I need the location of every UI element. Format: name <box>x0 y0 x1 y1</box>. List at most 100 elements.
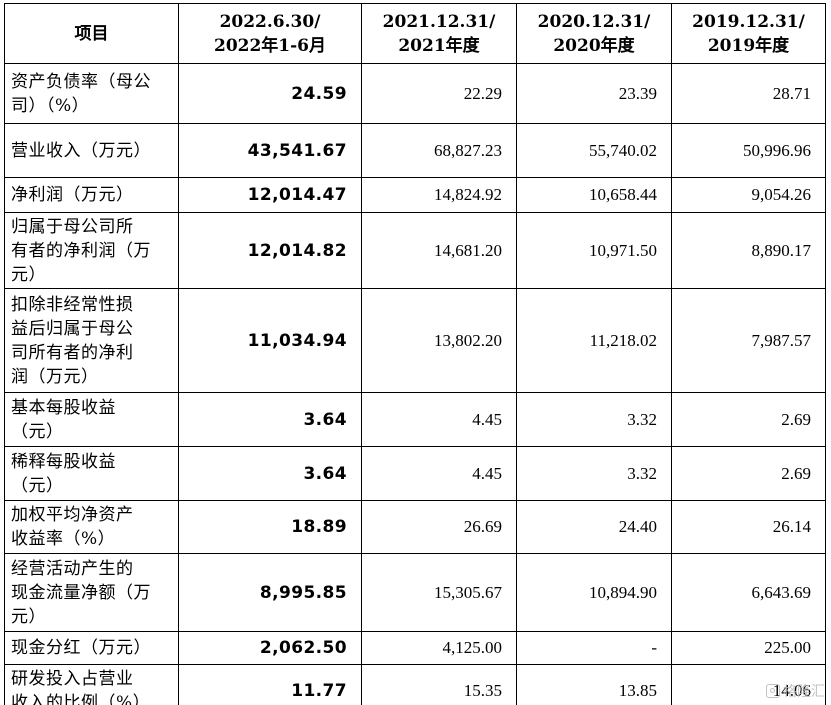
cell-value: 10,894.90 <box>516 553 672 632</box>
cell-2022h1: 12,014.47 <box>178 177 362 213</box>
row-label: 净利润（万元） <box>4 177 179 213</box>
row-label-line: 扣除非经常性损 <box>11 294 134 315</box>
cell-value: 225.00 <box>671 631 826 665</box>
column-header-4: 2019.12.31/2019年度 <box>671 3 826 64</box>
row-label-line: （元） <box>11 421 64 442</box>
table-row: 加权平均净资产 收益率（%） 18.89 26.69 24.40 26.14 <box>4 500 826 554</box>
financial-indicators-table: 项目 2022.6.30/2022年1-6月 2021.12.31/2021年度 20… <box>4 3 826 705</box>
cell-value: 4.45 <box>361 446 517 501</box>
row-label: 经营活动产生的 现金流量净额（万 元） <box>4 553 179 632</box>
cell-value: 26.69 <box>361 500 517 554</box>
cell-value: 26.14 <box>671 500 826 554</box>
column-header-2: 2021.12.31/2021年度 <box>361 3 517 64</box>
cell-2022h1: 12,014.82 <box>178 212 362 289</box>
cell-value: 11,218.02 <box>516 288 672 393</box>
cell-value: 22.29 <box>361 63 517 124</box>
row-label-line: 研发投入占营业 <box>11 669 134 689</box>
cell-value: - <box>516 631 672 665</box>
row-label-line: 元） <box>11 264 46 285</box>
row-label: 加权平均净资产 收益率（%） <box>4 500 179 554</box>
row-label: 扣除非经常性损 益后归属于母公 司所有者的净利 润（万元） <box>4 288 179 393</box>
row-label-line: 净利润（万元） <box>11 185 134 205</box>
cell-2022h1: 2,062.50 <box>178 631 362 665</box>
cell-2022h1: 3.64 <box>178 446 362 501</box>
table-row: 资产负债率（母公 司）（%） 24.59 22.29 23.39 28.71 <box>4 63 826 124</box>
column-header-line: 2020年度 <box>553 35 635 56</box>
column-header-1: 2022.6.30/2022年1-6月 <box>178 3 362 64</box>
cell-2022h1: 3.64 <box>178 392 362 447</box>
cell-value: 2.69 <box>671 446 826 501</box>
row-label-line: 司）（%） <box>11 95 90 116</box>
cell-value: 9,054.26 <box>671 177 826 213</box>
table-header-row: 项目 2022.6.30/2022年1-6月 2021.12.31/2021年度 20… <box>4 3 826 64</box>
cell-value: 3.32 <box>516 446 672 501</box>
row-label-line: 基本每股收益 <box>11 397 116 418</box>
column-header-3: 2020.12.31/2020年度 <box>516 3 672 64</box>
cell-value: 14,681.20 <box>361 212 517 289</box>
row-label: 研发投入占营业收入的比例（%） <box>4 664 179 705</box>
row-label-line: 现金分红（万元） <box>11 638 151 658</box>
row-label-line: 有者的净利润（万 <box>11 240 151 261</box>
column-header-line: 2021年度 <box>398 35 480 56</box>
row-label-line: 司所有者的净利 <box>11 342 134 363</box>
row-label-line: 稀释每股收益 <box>11 451 116 472</box>
cell-2022h1: 24.59 <box>178 63 362 124</box>
row-label: 营业收入（万元） <box>4 123 179 178</box>
table-row: 归属于母公司所 有者的净利润（万 元） 12,014.82 14,681.20 10,97… <box>4 212 826 289</box>
cell-2022h1: 11,034.94 <box>178 288 362 393</box>
column-header-line: 2020.12.31/ <box>537 11 651 32</box>
gelonghui-logo-icon <box>766 684 780 698</box>
table-row: 稀释每股收益 （元） 3.64 4.45 3.32 2.69 <box>4 446 826 501</box>
row-label: 资产负债率（母公 司）（%） <box>4 63 179 124</box>
row-label-line: 归属于母公司所 <box>11 216 134 237</box>
table-row: 营业收入（万元） 43,541.67 68,827.23 55,740.02 50,99… <box>4 123 826 178</box>
financial-table-container: 项目 2022.6.30/2022年1-6月 2021.12.31/2021年度 20… <box>4 3 826 705</box>
column-header-0: 项目 <box>4 3 179 64</box>
row-label-line: 收益率（%） <box>11 529 116 549</box>
cell-2022h1: 43,541.67 <box>178 123 362 178</box>
cell-value: 24.40 <box>516 500 672 554</box>
table-body: 资产负债率（母公 司）（%） 24.59 22.29 23.39 28.71 营业收入（万元… <box>4 63 826 705</box>
cell-value: 10,971.50 <box>516 212 672 289</box>
watermark-text: 格隆汇 <box>783 684 825 700</box>
row-label: 现金分红（万元） <box>4 631 179 665</box>
cell-value: 23.39 <box>516 63 672 124</box>
row-label: 基本每股收益 （元） <box>4 392 179 447</box>
cell-value: 13,802.20 <box>361 288 517 393</box>
cell-value: 7,987.57 <box>671 288 826 393</box>
cell-value: 4.45 <box>361 392 517 447</box>
row-label-line: 资产负债率（母公 <box>11 71 151 92</box>
cell-value: 50,996.96 <box>671 123 826 178</box>
column-header-line: 项目 <box>74 23 109 44</box>
cell-2022h1: 18.89 <box>178 500 362 554</box>
cell-value: 14.06 <box>671 664 826 705</box>
column-header-line: 2022年1-6月 <box>213 35 327 56</box>
cell-value: 2.69 <box>671 392 826 447</box>
cell-value: 8,890.17 <box>671 212 826 289</box>
column-header-line: 2022.6.30/ <box>219 11 321 32</box>
row-label-line: 润（万元） <box>11 366 99 387</box>
table-row: 扣除非经常性损 益后归属于母公 司所有者的净利 润（万元） 11,034.94 13,80… <box>4 288 826 393</box>
cell-2022h1: 8,995.85 <box>178 553 362 632</box>
cell-value: 3.32 <box>516 392 672 447</box>
cell-2022h1: 11.77 <box>178 664 362 705</box>
cell-value: 15,305.67 <box>361 553 517 632</box>
row-label-line: 元） <box>11 606 46 627</box>
cell-value: 28.71 <box>671 63 826 124</box>
watermark: 格隆汇 <box>766 681 825 701</box>
row-label-line: 加权平均净资产 <box>11 505 134 525</box>
row-label-line: 收入的比例（%） <box>11 693 151 705</box>
row-label-line: 益后归属于母公 <box>11 318 134 339</box>
row-label-line: （元） <box>11 475 64 496</box>
column-header-line: 2021.12.31/ <box>382 11 496 32</box>
row-label-line: 经营活动产生的 <box>11 558 134 579</box>
column-header-line: 2019年度 <box>707 35 790 56</box>
cell-value: 68,827.23 <box>361 123 517 178</box>
table-row: 现金分红（万元） 2,062.50 4,125.00-225.00 <box>4 631 826 665</box>
table-row: 研发投入占营业 收入的比例（%） 11.77 15.35 13.85 14.06 <box>4 664 826 705</box>
row-label: 归属于母公司所 有者的净利润（万 元） <box>4 212 179 289</box>
cell-value: 4,125.00 <box>361 631 517 665</box>
cell-value: 55,740.02 <box>516 123 672 178</box>
table-row: 净利润（万元） 12,014.47 14,824.92 10,658.44 9,054.… <box>4 177 826 213</box>
table-row: 经营活动产生的 现金流量净额（万 元） 8,995.85 15,305.67 10,894… <box>4 553 826 632</box>
